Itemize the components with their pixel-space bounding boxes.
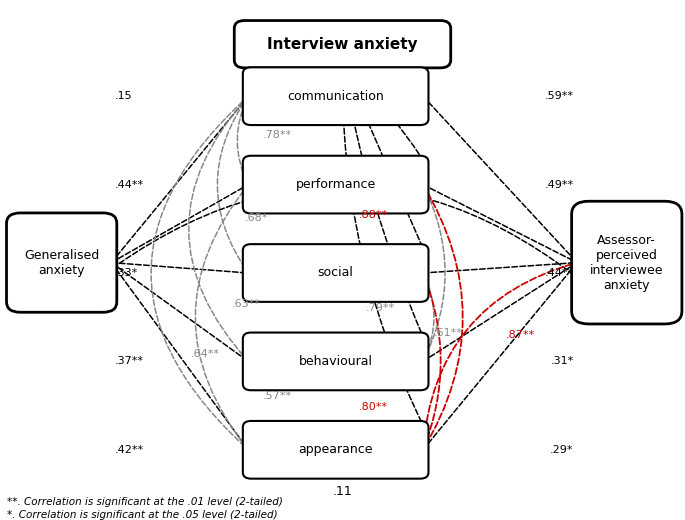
- FancyArrowPatch shape: [423, 273, 440, 450]
- FancyBboxPatch shape: [242, 333, 429, 390]
- Text: .11: .11: [333, 485, 352, 498]
- Text: performance: performance: [295, 178, 376, 191]
- FancyArrowPatch shape: [423, 185, 463, 450]
- FancyArrowPatch shape: [111, 185, 248, 263]
- FancyArrowPatch shape: [342, 63, 423, 249]
- FancyArrowPatch shape: [423, 263, 577, 450]
- FancyBboxPatch shape: [242, 244, 429, 302]
- FancyBboxPatch shape: [234, 20, 451, 68]
- Text: Interview anxiety: Interview anxiety: [267, 37, 418, 51]
- FancyBboxPatch shape: [242, 68, 429, 125]
- Text: behavioural: behavioural: [299, 355, 373, 368]
- FancyArrowPatch shape: [62, 187, 627, 320]
- Text: *. Correlation is significant at the .05 level (2-tailed): *. Correlation is significant at the .05…: [7, 510, 277, 519]
- FancyArrowPatch shape: [423, 263, 577, 450]
- FancyArrowPatch shape: [423, 185, 577, 263]
- Text: .68*: .68*: [245, 213, 269, 224]
- FancyBboxPatch shape: [242, 156, 429, 213]
- Text: .79**: .79**: [366, 303, 395, 313]
- FancyArrowPatch shape: [342, 62, 423, 72]
- Text: .44**: .44**: [114, 179, 144, 190]
- FancyArrowPatch shape: [111, 263, 248, 361]
- Text: .78**: .78**: [263, 130, 292, 140]
- Text: .80**: .80**: [359, 401, 388, 412]
- FancyArrowPatch shape: [217, 96, 248, 273]
- FancyBboxPatch shape: [7, 213, 116, 312]
- FancyArrowPatch shape: [188, 96, 248, 361]
- Text: .33*: .33*: [114, 268, 138, 278]
- Text: .29*: .29*: [550, 445, 573, 455]
- FancyArrowPatch shape: [423, 96, 577, 263]
- Text: .37**: .37**: [114, 356, 144, 367]
- Text: .57**: .57**: [263, 391, 292, 401]
- FancyArrowPatch shape: [237, 96, 248, 185]
- Text: **. Correlation is significant at the .01 level (2-tailed): **. Correlation is significant at the .0…: [7, 497, 283, 506]
- FancyBboxPatch shape: [571, 201, 682, 324]
- FancyArrowPatch shape: [423, 185, 445, 361]
- FancyArrowPatch shape: [195, 185, 248, 450]
- FancyArrowPatch shape: [342, 63, 423, 337]
- FancyArrowPatch shape: [151, 96, 248, 450]
- Text: communication: communication: [287, 89, 384, 103]
- Text: social: social: [318, 266, 353, 280]
- FancyArrowPatch shape: [342, 63, 423, 160]
- Text: .44**: .44**: [545, 268, 573, 278]
- Text: appearance: appearance: [299, 443, 373, 457]
- Text: .61**: .61**: [434, 328, 463, 338]
- Text: .63**: .63**: [232, 299, 261, 309]
- FancyArrowPatch shape: [111, 263, 248, 450]
- Text: .87**: .87**: [506, 330, 535, 341]
- FancyArrowPatch shape: [423, 273, 434, 361]
- Text: .42**: .42**: [114, 445, 144, 455]
- FancyArrowPatch shape: [342, 63, 423, 425]
- Text: .88**: .88**: [359, 210, 388, 220]
- FancyArrowPatch shape: [423, 263, 577, 273]
- FancyBboxPatch shape: [242, 421, 429, 478]
- Text: Generalised
anxiety: Generalised anxiety: [24, 249, 99, 277]
- FancyArrowPatch shape: [111, 263, 248, 273]
- Text: Assessor-
perceived
interviewee
anxiety: Assessor- perceived interviewee anxiety: [590, 233, 664, 292]
- FancyArrowPatch shape: [423, 263, 577, 361]
- FancyArrowPatch shape: [111, 96, 248, 263]
- Text: .64**: .64**: [191, 348, 220, 359]
- Text: .15: .15: [114, 91, 132, 101]
- Text: .49**: .49**: [545, 179, 573, 190]
- Text: .59**: .59**: [545, 91, 573, 101]
- Text: .31*: .31*: [551, 356, 573, 367]
